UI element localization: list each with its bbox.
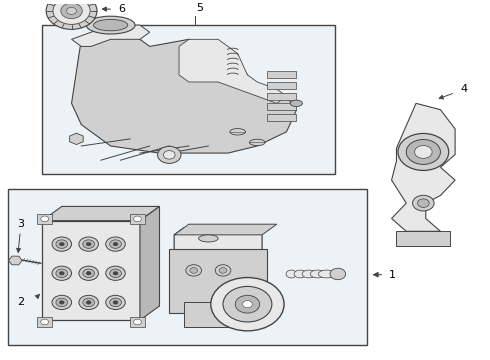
Circle shape: [83, 240, 95, 248]
Polygon shape: [392, 103, 455, 231]
Ellipse shape: [318, 270, 335, 278]
Circle shape: [59, 242, 64, 246]
Circle shape: [83, 269, 95, 278]
Circle shape: [110, 298, 122, 307]
Circle shape: [158, 146, 181, 163]
Circle shape: [190, 267, 197, 273]
Circle shape: [56, 269, 68, 278]
Ellipse shape: [310, 270, 325, 278]
Circle shape: [211, 278, 284, 331]
Circle shape: [79, 295, 98, 310]
Circle shape: [52, 266, 72, 280]
Polygon shape: [72, 25, 150, 46]
Bar: [267, 82, 296, 89]
Circle shape: [52, 237, 72, 251]
Ellipse shape: [286, 270, 297, 278]
Polygon shape: [140, 206, 159, 320]
Ellipse shape: [198, 235, 218, 242]
Bar: [267, 114, 296, 121]
Circle shape: [235, 295, 260, 313]
Circle shape: [215, 265, 231, 276]
Circle shape: [59, 271, 64, 275]
Circle shape: [41, 319, 49, 325]
Text: 6: 6: [118, 4, 125, 14]
Circle shape: [398, 134, 449, 170]
Bar: [37, 213, 52, 224]
Circle shape: [59, 301, 64, 304]
Circle shape: [330, 268, 345, 280]
Circle shape: [223, 287, 272, 322]
Circle shape: [219, 267, 227, 273]
Polygon shape: [174, 228, 262, 306]
Bar: [42, 25, 335, 175]
Circle shape: [110, 240, 122, 248]
Circle shape: [56, 298, 68, 307]
Circle shape: [106, 237, 125, 251]
Bar: [169, 249, 267, 313]
Circle shape: [413, 195, 434, 211]
Circle shape: [79, 237, 98, 251]
Circle shape: [46, 0, 97, 30]
Circle shape: [134, 216, 142, 222]
Circle shape: [134, 319, 142, 325]
Bar: [267, 103, 296, 111]
Bar: [130, 213, 145, 224]
Circle shape: [86, 271, 91, 275]
Circle shape: [106, 266, 125, 280]
Circle shape: [83, 298, 95, 307]
Polygon shape: [42, 206, 159, 221]
Text: 3: 3: [17, 219, 24, 229]
Polygon shape: [179, 39, 287, 103]
Text: 1: 1: [389, 270, 396, 280]
Circle shape: [86, 301, 91, 304]
Ellipse shape: [94, 19, 128, 31]
Circle shape: [67, 7, 76, 14]
Circle shape: [406, 140, 441, 165]
Bar: [267, 93, 296, 100]
Polygon shape: [42, 221, 140, 320]
Ellipse shape: [302, 270, 316, 278]
Circle shape: [79, 266, 98, 280]
Bar: [37, 317, 52, 327]
Polygon shape: [174, 224, 277, 235]
Bar: [130, 317, 145, 327]
Text: 4: 4: [460, 84, 467, 94]
Circle shape: [61, 3, 82, 19]
Circle shape: [86, 242, 91, 246]
Circle shape: [417, 199, 429, 207]
Circle shape: [415, 145, 432, 158]
Circle shape: [186, 265, 201, 276]
Circle shape: [56, 240, 68, 248]
Bar: [8, 189, 367, 345]
Circle shape: [113, 301, 118, 304]
Circle shape: [106, 295, 125, 310]
Ellipse shape: [249, 139, 265, 146]
Ellipse shape: [294, 270, 306, 278]
Ellipse shape: [230, 129, 245, 135]
Bar: [267, 71, 296, 78]
Circle shape: [163, 150, 175, 159]
Circle shape: [53, 0, 90, 24]
Circle shape: [113, 271, 118, 275]
Polygon shape: [72, 32, 296, 153]
Circle shape: [52, 295, 72, 310]
Text: 2: 2: [17, 297, 24, 307]
Circle shape: [113, 242, 118, 246]
Circle shape: [110, 269, 122, 278]
Text: 5: 5: [196, 3, 203, 13]
Bar: [396, 231, 450, 246]
Bar: [184, 302, 252, 327]
Circle shape: [41, 216, 49, 222]
Ellipse shape: [290, 100, 302, 107]
Circle shape: [243, 301, 252, 308]
Ellipse shape: [86, 16, 135, 34]
